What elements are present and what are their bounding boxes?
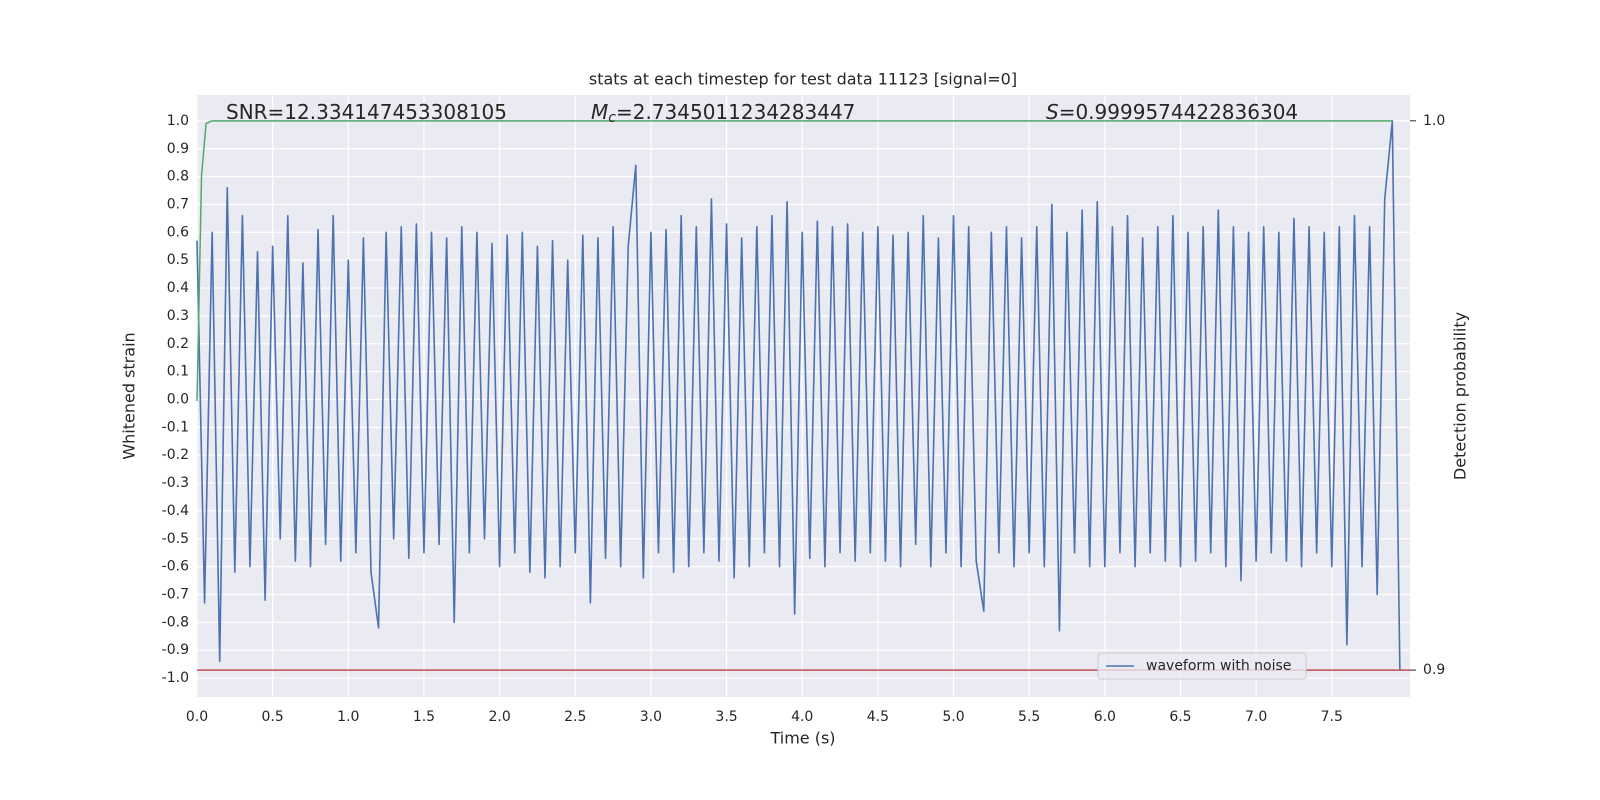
y-tick-label: -0.5 [162,531,189,547]
annotation: Mc=2.7345011234283447 [591,100,855,127]
y-tick-label: 1.0 [167,113,189,129]
y-tick-label: 0.9 [167,141,189,157]
x-tick-label: 0.5 [262,709,284,725]
x-tick-label: 5.5 [1018,709,1040,725]
annotation: SNR=12.334147453308105 [226,100,507,124]
x-tick-label: 6.0 [1094,709,1116,725]
x-tick-label: 5.0 [942,709,964,725]
y-tick-label: 0.3 [167,308,189,324]
x-tick-label: 4.0 [791,709,813,725]
y-tick-label: -0.2 [162,447,189,463]
x-tick-label: 0.0 [186,709,208,725]
y-tick-label: 0.5 [167,252,189,268]
x-tick-label: 7.0 [1245,709,1267,725]
legend-label: waveform with noise [1146,658,1291,674]
annotation-symbol: S [1046,100,1059,124]
x-tick-label: 3.0 [640,709,662,725]
series-line [196,120,1401,670]
y-tick-label: 0.7 [167,196,189,212]
y-tick-label: 0.6 [167,224,189,240]
x-tick-label: 6.5 [1169,709,1191,725]
annotation: S=0.9999574422836304 [1046,100,1298,124]
y-tick-label: 0.4 [167,280,189,296]
y-axis-label: Whitened strain [120,332,139,459]
y-tick-label: 0.0 [167,391,189,407]
x-tick-label: 2.5 [564,709,586,725]
x-tick-label: 7.5 [1321,709,1343,725]
y-tick-label: -0.7 [162,586,189,602]
annotation-text: SNR=12.334147453308105 [226,100,507,124]
y-tick-label: -0.1 [162,419,189,435]
series-line [196,120,1393,401]
y-tick-label: -0.6 [162,559,189,575]
annotation-symbol: M [591,100,608,124]
annotation-text: =2.7345011234283447 [616,100,855,124]
x-tick-label: 2.0 [488,709,510,725]
y-tick-label: -1.0 [162,670,189,686]
y-tick-label: -0.9 [162,642,189,658]
chart-title: stats at each timestep for test data 111… [589,70,1017,89]
y-tick-label: 0.2 [167,336,189,352]
y-tick-label: -0.3 [162,475,189,491]
x-axis-label: Time (s) [769,729,835,748]
x-tick-label: 1.0 [337,709,359,725]
legend-box [1097,652,1307,680]
y-tick-label: -0.8 [162,614,189,630]
y2-tick-label: 0.9 [1423,662,1445,678]
y-tick-label: 0.8 [167,169,189,185]
y-tick-label: 0.1 [167,364,189,380]
y2-tick-label: 1.0 [1423,113,1445,129]
y-tick-label: -0.4 [162,503,189,519]
annotation-subscript: c [608,110,616,126]
x-tick-label: 3.5 [715,709,737,725]
y2-axis-label: Detection probability [1451,312,1470,480]
x-tick-label: 4.5 [867,709,889,725]
annotation-text: =0.9999574422836304 [1059,100,1298,124]
x-tick-label: 1.5 [413,709,435,725]
